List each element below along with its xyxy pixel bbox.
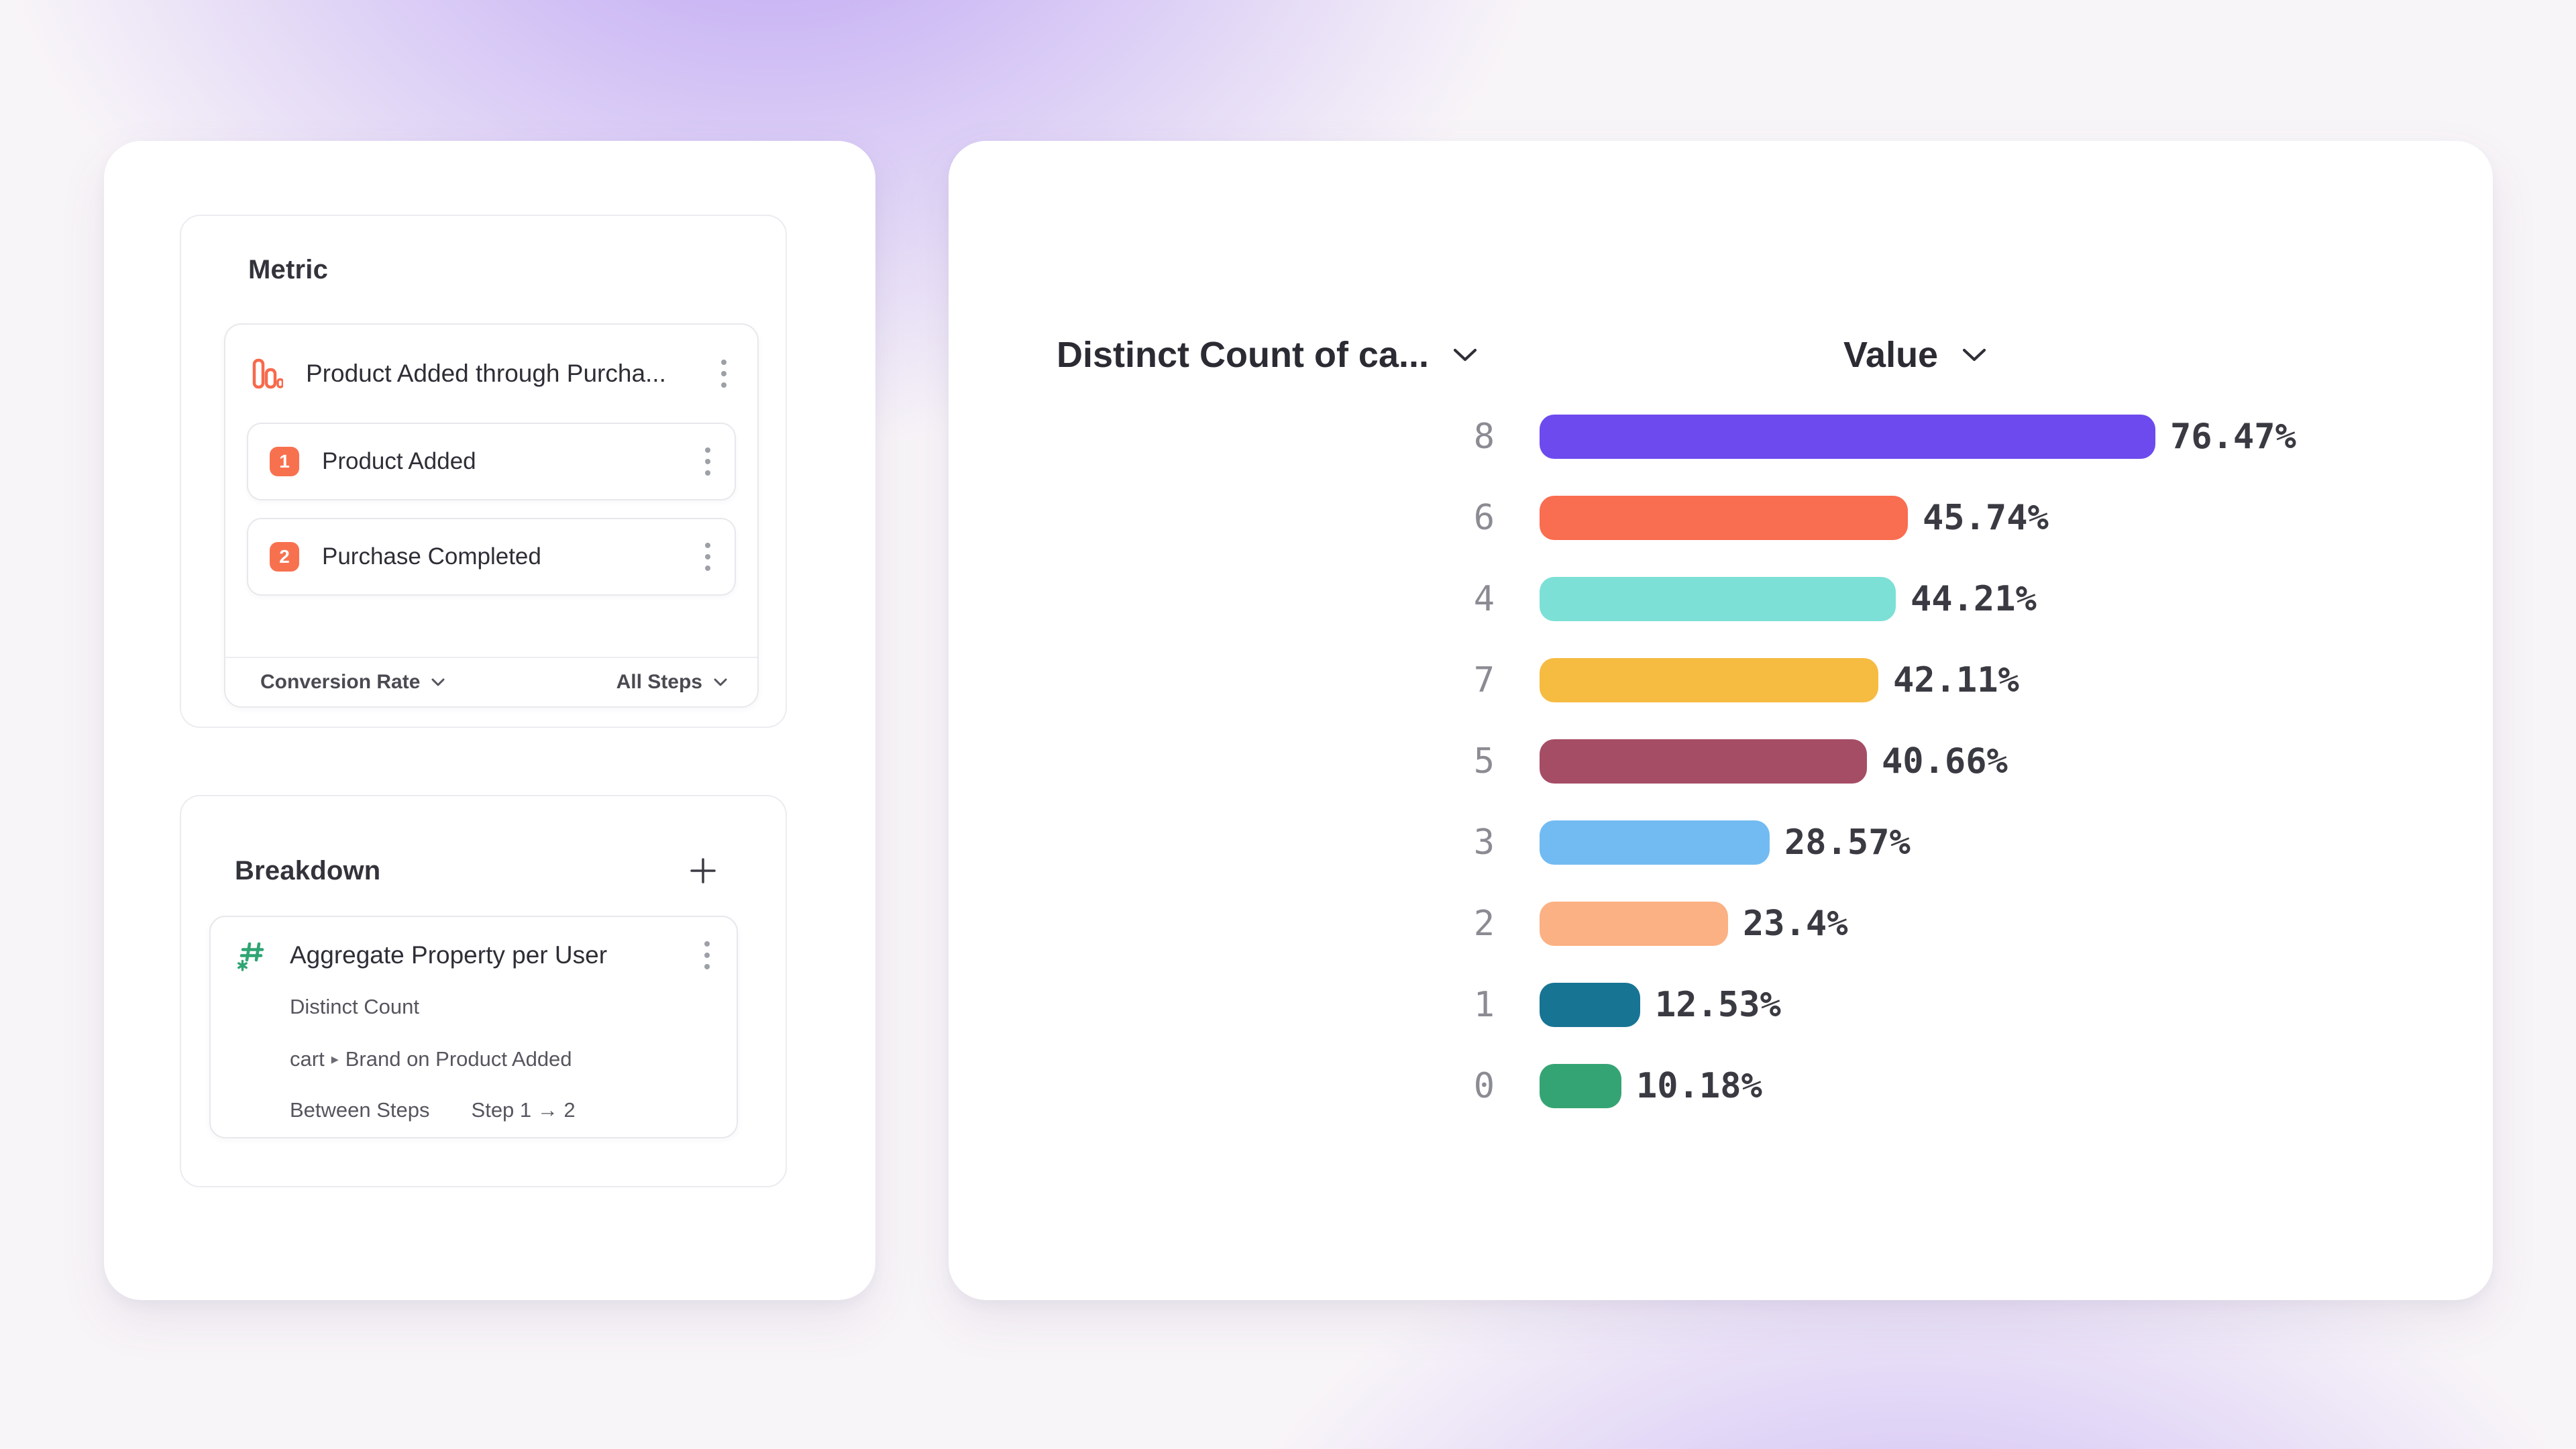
value-label: 45.74%: [1923, 497, 2049, 538]
category-label: 8: [1473, 416, 1495, 457]
value-bar[interactable]: [1540, 414, 2155, 459]
breakdown-kebab-menu-button[interactable]: [700, 937, 714, 973]
metric-card: Product Added through Purcha... 1 Produc…: [224, 323, 759, 708]
chart-bar-row: 7 42.11%: [949, 639, 2493, 720]
value-bar[interactable]: [1540, 495, 1908, 540]
plus-icon: [688, 855, 718, 886]
category-label: 4: [1473, 578, 1495, 619]
value-header-label: Value: [1843, 335, 1939, 375]
funnel-metric-row[interactable]: Product Added through Purcha...: [225, 325, 757, 423]
conversion-rate-label: Conversion Rate: [260, 671, 421, 693]
all-steps-dropdown[interactable]: All Steps: [616, 671, 728, 694]
chevron-down-icon: [713, 678, 728, 687]
add-breakdown-button[interactable]: [688, 855, 718, 886]
between-steps-row[interactable]: Between Steps Step 1 → 2: [290, 1098, 737, 1122]
query-builder-card: Metric Product Added through Purcha...: [104, 141, 875, 1300]
step-1-label: Product Added: [322, 448, 476, 474]
hash-property-icon: [236, 939, 268, 971]
category-label: 6: [1473, 497, 1495, 538]
triangle-right-icon: ▸: [331, 1051, 339, 1067]
step-2-kebab-menu-button[interactable]: [701, 539, 714, 575]
breakdown-card: Aggregate Property per User Distinct Cou…: [209, 916, 738, 1138]
property-name: Brand on Product Added: [345, 1047, 572, 1071]
step-1-kebab-menu-button[interactable]: [701, 443, 714, 480]
value-header-dropdown[interactable]: Value: [1843, 334, 1988, 376]
value-bar[interactable]: [1540, 982, 1640, 1027]
funnel-kebab-menu-button[interactable]: [717, 356, 731, 392]
property-prefix: cart: [290, 1047, 325, 1071]
step-2-label: Purchase Completed: [322, 543, 541, 570]
category-label: 3: [1473, 822, 1495, 863]
value-label: 10.18%: [1636, 1065, 1762, 1106]
value-bar[interactable]: [1540, 657, 1878, 702]
category-label: 1: [1473, 984, 1495, 1025]
conversion-rate-dropdown[interactable]: Conversion Rate: [260, 671, 445, 694]
chart-bar-row: 8 76.47%: [949, 396, 2493, 477]
value-bar[interactable]: [1540, 901, 1728, 946]
chart-bar-row: 5 40.66%: [949, 720, 2493, 802]
chart-bar-row: 0 10.18%: [949, 1045, 2493, 1126]
category-label: 2: [1473, 903, 1495, 944]
category-header-dropdown[interactable]: Distinct Count of ca...: [1057, 334, 1479, 376]
chevron-down-icon: [431, 678, 445, 687]
metric-panel: Metric Product Added through Purcha...: [180, 215, 787, 728]
between-steps-value: Step 1 → 2: [471, 1098, 576, 1122]
between-steps-label: Between Steps: [290, 1098, 430, 1122]
all-steps-label: All Steps: [616, 671, 702, 693]
value-label: 44.21%: [1911, 578, 2037, 619]
category-header-label: Distinct Count of ca...: [1057, 335, 1430, 375]
breakdown-item-row[interactable]: Aggregate Property per User: [211, 917, 737, 973]
metric-footer: Conversion Rate All Steps: [225, 658, 757, 706]
value-label: 23.4%: [1743, 903, 1848, 944]
category-label: 0: [1473, 1065, 1495, 1106]
breakdown-property-row[interactable]: cart ▸ Brand on Product Added: [290, 1047, 737, 1071]
value-bar[interactable]: [1540, 576, 1896, 621]
category-label: 5: [1473, 741, 1495, 782]
chevron-down-icon: [1452, 347, 1479, 363]
chevron-down-icon: [1961, 347, 1988, 363]
value-label: 40.66%: [1882, 741, 2008, 782]
metric-footer-divider: [225, 657, 757, 658]
breakdown-item-name: Aggregate Property per User: [290, 941, 608, 969]
value-label: 12.53%: [1655, 984, 1781, 1025]
chart-rows: 8 76.47% 6 45.74% 4 44.21% 7 42.11%: [949, 396, 2493, 1126]
step-row-2[interactable]: 2 Purchase Completed: [247, 518, 736, 596]
breakdown-panel: Breakdown: [180, 795, 787, 1187]
chart-bar-row: 4 44.21%: [949, 558, 2493, 639]
value-label: 76.47%: [2170, 416, 2296, 457]
metric-panel-title: Metric: [248, 255, 329, 284]
category-label: 7: [1473, 659, 1495, 700]
chart-card: Distinct Count of ca... Value 8 76.47%: [949, 141, 2493, 1300]
value-label: 42.11%: [1893, 659, 2019, 700]
value-label: 28.57%: [1784, 822, 1911, 863]
aggregation-type-row[interactable]: Distinct Count: [290, 995, 419, 1018]
chart-bar-row: 6 45.74%: [949, 477, 2493, 558]
funnel-metric-name: Product Added through Purcha...: [306, 360, 666, 387]
value-bar[interactable]: [1540, 1063, 1621, 1108]
step-2-badge: 2: [270, 542, 299, 572]
value-bar[interactable]: [1540, 739, 1867, 784]
chart-bar-row: 2 23.4%: [949, 883, 2493, 964]
step-1-badge: 1: [270, 447, 299, 476]
chart-bar-row: 1 12.53%: [949, 964, 2493, 1045]
chart-bar-row: 3 28.57%: [949, 802, 2493, 883]
value-bar[interactable]: [1540, 820, 1770, 865]
step-row-1[interactable]: 1 Product Added: [247, 423, 736, 500]
funnel-bars-icon: [252, 358, 283, 389]
breakdown-panel-title: Breakdown: [235, 855, 381, 885]
